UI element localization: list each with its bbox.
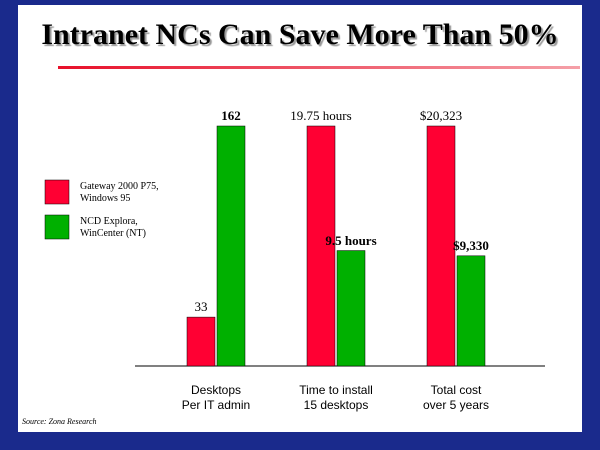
- value-label: $20,323: [419, 108, 463, 123]
- bar: [216, 125, 246, 367]
- value-label: 9.5 hours: [325, 232, 377, 248]
- bar: [456, 255, 486, 367]
- x-tick-label: Time to install 15 desktops: [299, 383, 373, 412]
- legend-label: NCD Explora, WinCenter (NT): [80, 216, 146, 239]
- value-label: 33: [194, 299, 208, 315]
- chart-title: Intranet NCs Can Save More Than 50%: [41, 18, 559, 51]
- title-rule: [58, 66, 580, 69]
- value-label: 19.75 hours: [290, 108, 352, 123]
- bar: [426, 125, 456, 367]
- bar: [186, 316, 216, 367]
- bar: [306, 125, 336, 367]
- value-label: 162: [221, 108, 241, 123]
- value-label: $9,330: [453, 237, 489, 253]
- slide-panel: [18, 5, 582, 432]
- legend-swatch: [44, 179, 70, 205]
- x-tick-label: Total cost over 5 years: [422, 383, 490, 412]
- source-note: Source: Zona Research: [22, 417, 97, 426]
- legend-swatch: [44, 214, 70, 240]
- x-tick-label: Desktops Per IT admin: [181, 383, 251, 412]
- legend-label: Gateway 2000 P75, Windows 95: [80, 181, 159, 204]
- bar: [336, 250, 366, 367]
